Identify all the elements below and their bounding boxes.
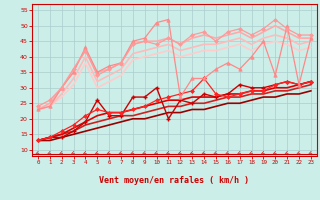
X-axis label: Vent moyen/en rafales ( km/h ): Vent moyen/en rafales ( km/h ) [100,176,249,185]
